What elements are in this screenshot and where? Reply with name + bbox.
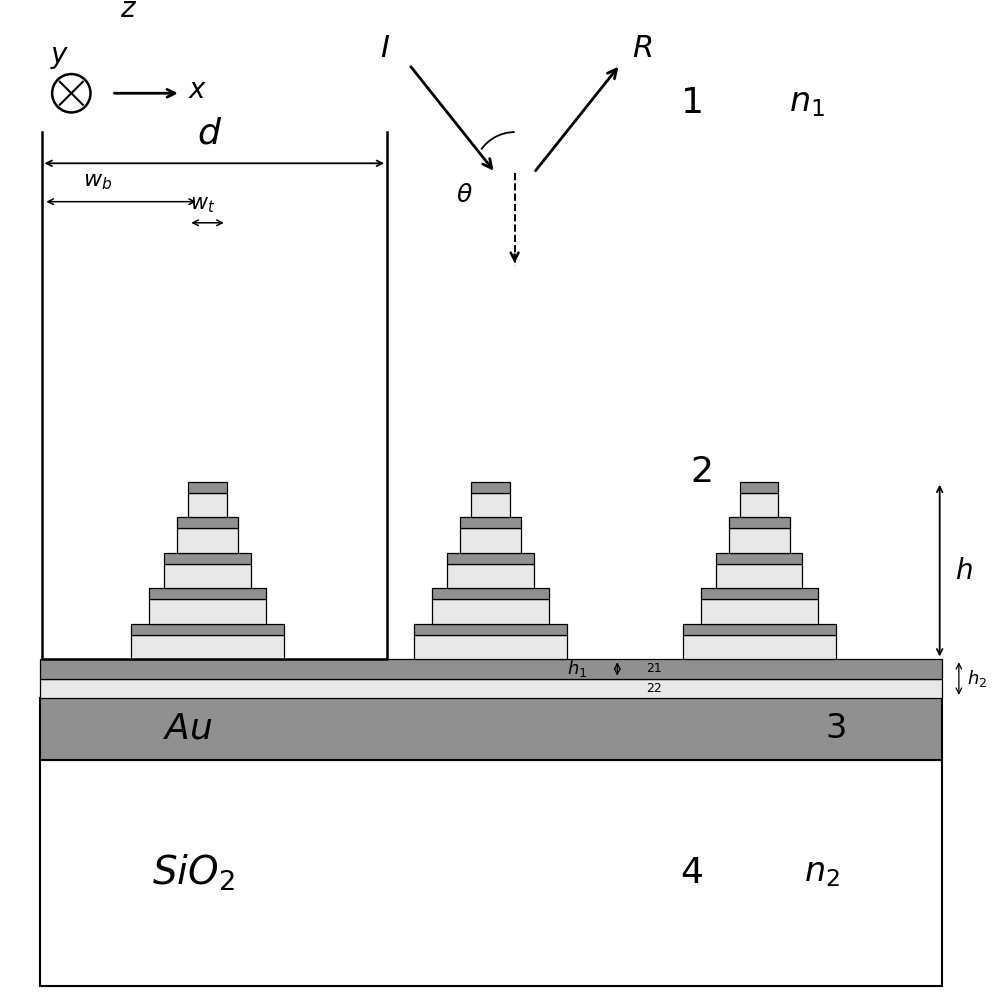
Text: $x$: $x$ — [188, 76, 207, 104]
Bar — [131, 624, 284, 635]
Bar — [461, 517, 520, 528]
Bar — [716, 553, 803, 564]
Text: 2: 2 — [690, 455, 713, 489]
Bar — [188, 493, 226, 517]
Bar — [149, 588, 266, 599]
Text: $y$: $y$ — [50, 43, 70, 71]
Bar — [729, 517, 790, 528]
Bar — [177, 528, 238, 553]
Text: $h_1$: $h_1$ — [567, 658, 587, 679]
Bar — [683, 635, 836, 659]
Text: 3: 3 — [826, 712, 846, 745]
Bar — [729, 528, 790, 553]
Bar — [414, 635, 567, 659]
Bar — [414, 624, 567, 635]
Bar — [149, 599, 266, 624]
Bar — [40, 679, 941, 698]
Bar — [472, 493, 509, 517]
Text: $h$: $h$ — [955, 557, 973, 585]
Text: $z$: $z$ — [121, 0, 138, 23]
Bar — [40, 760, 941, 986]
Text: $n_1$: $n_1$ — [790, 86, 826, 119]
Text: $n_2$: $n_2$ — [804, 856, 839, 889]
Text: $w_t$: $w_t$ — [190, 195, 215, 215]
Text: 22: 22 — [646, 682, 662, 695]
Text: $I$: $I$ — [380, 34, 390, 63]
Bar — [448, 564, 533, 588]
Text: $Au$: $Au$ — [164, 712, 213, 746]
Bar — [131, 635, 284, 659]
Bar — [188, 482, 226, 493]
Text: 21: 21 — [646, 662, 662, 675]
Text: $w_b$: $w_b$ — [83, 172, 112, 192]
Text: 1: 1 — [681, 86, 704, 120]
Bar — [432, 588, 549, 599]
Text: $SiO_2$: $SiO_2$ — [152, 853, 234, 893]
Text: $\theta$: $\theta$ — [457, 183, 474, 207]
Bar — [165, 553, 251, 564]
Text: $d$: $d$ — [197, 117, 222, 151]
Bar — [165, 564, 251, 588]
Bar — [461, 528, 520, 553]
Bar — [40, 698, 941, 760]
Text: $h_2$: $h_2$ — [966, 668, 987, 689]
Bar — [40, 659, 941, 679]
Bar — [432, 599, 549, 624]
Bar — [701, 588, 818, 599]
Bar — [740, 493, 779, 517]
Bar — [177, 517, 238, 528]
Text: $R$: $R$ — [632, 34, 652, 63]
Bar — [740, 482, 779, 493]
Bar — [472, 482, 509, 493]
Text: 4: 4 — [681, 856, 704, 890]
Bar — [448, 553, 533, 564]
Bar — [701, 599, 818, 624]
Bar — [683, 624, 836, 635]
Bar — [716, 564, 803, 588]
